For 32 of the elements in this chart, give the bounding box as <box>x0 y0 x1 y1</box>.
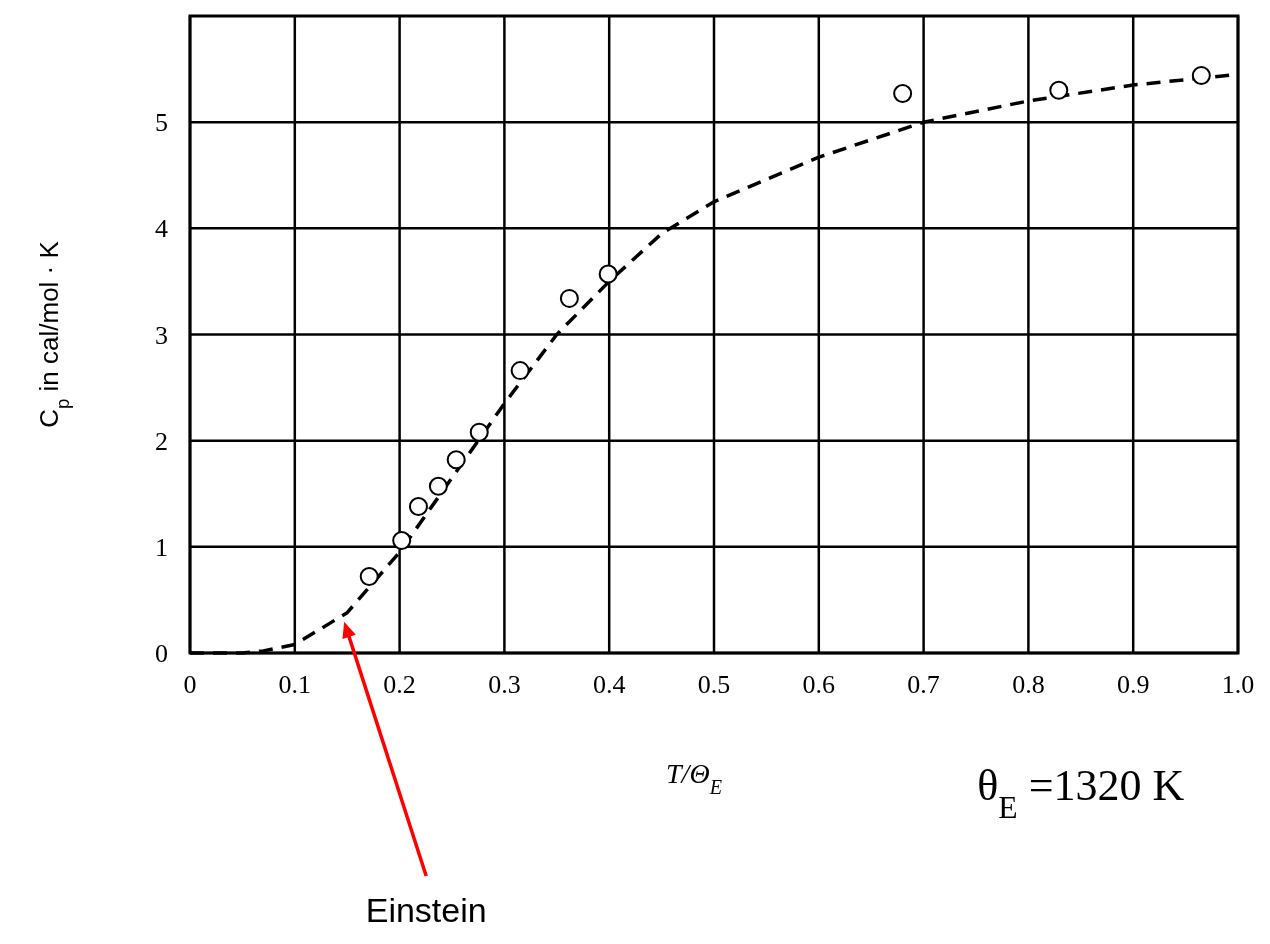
point <box>392 530 412 550</box>
text: Einstein <box>365 891 487 929</box>
x-tick-label: 0.2 <box>383 670 416 699</box>
point <box>469 422 489 442</box>
point <box>893 84 913 103</box>
y-tick-label: 3 <box>155 320 168 350</box>
point <box>1191 65 1211 85</box>
x-tick-label: 0.8 <box>1012 670 1045 699</box>
x-tick-label: 1.0 <box>1221 670 1255 699</box>
x-tick-label: 0.3 <box>488 670 521 699</box>
text: θ$_{E}$ =1320 K <box>977 761 1185 825</box>
point <box>510 361 530 381</box>
x-axis-title: T/Θ$_{E}$ <box>666 758 722 798</box>
point <box>559 288 579 308</box>
point <box>428 476 448 496</box>
point <box>446 450 466 470</box>
x-tick-label: 0.9 <box>1116 670 1150 699</box>
y-tick-label: 5 <box>155 108 168 138</box>
x-tick-label: 0.7 <box>907 670 940 699</box>
point <box>598 264 618 284</box>
y-tick-label: 1 <box>155 532 168 562</box>
x-tick-label: 0 <box>183 670 197 699</box>
y-tick-label: 0 <box>155 639 168 668</box>
point <box>359 567 379 587</box>
y-tick-label: 4 <box>155 214 168 244</box>
point <box>1049 80 1069 100</box>
x-tick-label: 0.6 <box>802 670 836 699</box>
y-tick-label: 2 <box>155 426 168 456</box>
x-tick-label: 0.5 <box>697 670 731 699</box>
point <box>408 496 428 516</box>
x-tick-label: 0.4 <box>592 670 626 699</box>
x-tick-label: 0.1 <box>278 670 312 699</box>
